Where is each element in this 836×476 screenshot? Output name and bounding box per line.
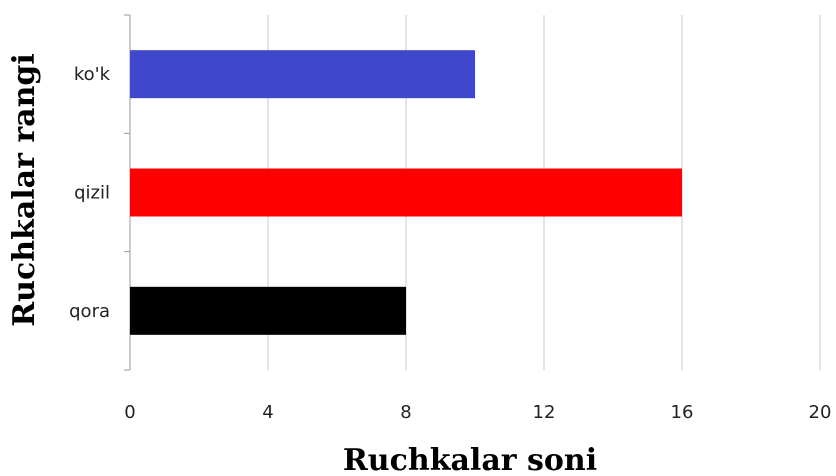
x-tick-labels: 0 4 8 12 16 20 [124,402,831,423]
category-labels: ko'k qizil qora [69,64,110,322]
y-axis-title: Ruchkalar rangi [7,53,42,327]
category-label-1: qizil [74,183,110,204]
bar-0 [130,50,475,99]
x-tick-label-4: 4 [262,402,273,423]
bar-1 [130,168,682,217]
category-label-2: qora [69,301,110,322]
bars [130,50,682,335]
x-tick-label-12: 12 [533,402,556,423]
x-tick-label-0: 0 [124,402,135,423]
category-label-0: ko'k [74,64,111,85]
x-tick-label-8: 8 [400,402,411,423]
x-axis-title: Ruchkalar soni [343,443,597,476]
x-tick-label-20: 20 [809,402,832,423]
bar-2 [130,286,406,335]
x-tick-label-16: 16 [671,402,694,423]
